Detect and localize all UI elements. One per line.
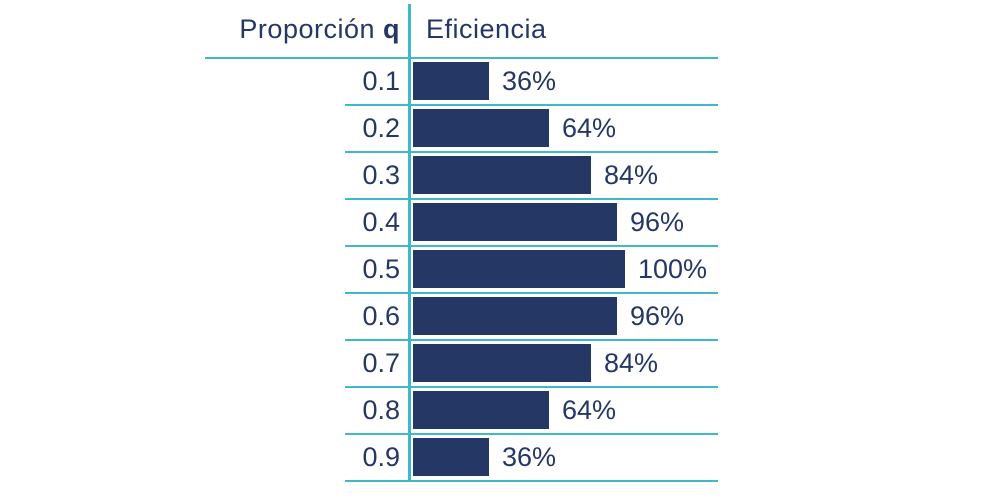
row-proportion-label: 0.2: [362, 113, 400, 143]
row-separator-line: [345, 386, 718, 388]
row-proportion-label: 0.4: [362, 207, 400, 237]
efficiency-bar: [413, 156, 591, 194]
row-efficiency-value: 96%: [630, 301, 685, 331]
column-header-eficiencia: Eficiencia: [426, 14, 547, 44]
row-separator-line: [345, 433, 718, 435]
row-efficiency-value: 84%: [604, 348, 659, 378]
efficiency-bar: [413, 250, 625, 288]
table-row: 0.4 96%: [0, 199, 1000, 247]
table-row: 0.7 84%: [0, 340, 1000, 388]
efficiency-bar: [413, 438, 489, 476]
row-efficiency-value: 64%: [562, 395, 617, 425]
table-row: 0.8 64%: [0, 387, 1000, 435]
row-separator-line: [345, 245, 718, 247]
row-proportion-label: 0.7: [362, 348, 400, 378]
efficiency-bar: [413, 62, 489, 100]
chart-rows: 0.1 36% 0.2 64% 0.3 84% 0.4 96% 0.5: [0, 58, 1000, 482]
row-proportion-label: 0.3: [362, 160, 400, 190]
table-row: 0.5 100%: [0, 246, 1000, 294]
column-divider-line: [408, 4, 411, 482]
row-efficiency-value: 84%: [604, 160, 659, 190]
row-proportion-label: 0.6: [362, 301, 400, 331]
column-header-q-symbol: q: [383, 14, 400, 44]
row-proportion-label: 0.9: [362, 442, 400, 472]
table-row: 0.3 84%: [0, 152, 1000, 200]
row-separator-line: [345, 104, 718, 106]
row-proportion-label: 0.5: [362, 254, 400, 284]
row-proportion-label: 0.8: [362, 395, 400, 425]
header-underline: [205, 57, 718, 59]
efficiency-bar: [413, 297, 617, 335]
table-row: 0.6 96%: [0, 293, 1000, 341]
row-separator-line: [345, 151, 718, 153]
row-separator-line: [345, 339, 718, 341]
column-header-proporcion-text: Proporción: [239, 14, 383, 44]
row-efficiency-value: 96%: [630, 207, 685, 237]
row-separator-line: [345, 198, 718, 200]
row-efficiency-value: 36%: [502, 442, 557, 472]
column-header-proporcion: Proporción q: [150, 0, 400, 58]
efficiency-bar: [413, 203, 617, 241]
row-efficiency-value: 100%: [638, 254, 708, 284]
table-row: 0.1 36%: [0, 58, 1000, 106]
row-separator-line: [345, 292, 718, 294]
row-proportion-label: 0.1: [362, 66, 400, 96]
efficiency-bar: [413, 344, 591, 382]
efficiency-bar: [413, 109, 549, 147]
row-efficiency-value: 36%: [502, 66, 557, 96]
row-efficiency-value: 64%: [562, 113, 617, 143]
table-row: 0.2 64%: [0, 105, 1000, 153]
table-row: 0.9 36%: [0, 434, 1000, 482]
row-separator-line: [345, 480, 718, 482]
efficiency-bar: [413, 391, 549, 429]
